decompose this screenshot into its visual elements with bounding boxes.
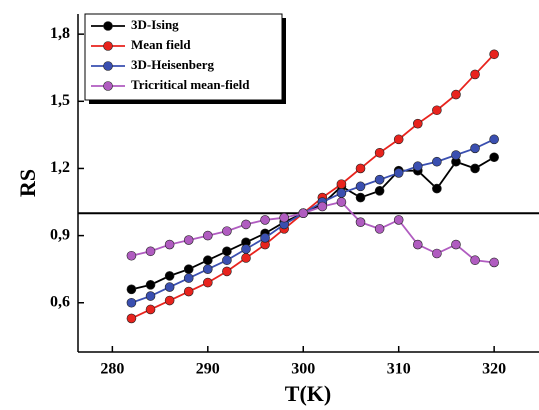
y-tick-label: 1,2	[50, 159, 70, 176]
data-point	[145, 280, 156, 290]
x-tick-label: 280	[100, 361, 124, 378]
data-point	[451, 150, 461, 160]
data-point	[222, 246, 232, 257]
x-tick-label: 300	[291, 361, 315, 378]
data-point	[183, 264, 194, 274]
data-point	[164, 295, 175, 306]
data-point	[203, 230, 213, 241]
data-point	[489, 49, 499, 60]
data-point	[355, 217, 366, 227]
data-point	[336, 197, 347, 207]
data-point	[241, 219, 251, 230]
data-point	[432, 105, 442, 116]
data-point	[470, 143, 480, 154]
data-point	[145, 304, 156, 315]
y-tick-label: 0,6	[50, 293, 70, 310]
legend-label: Mean field	[131, 37, 191, 52]
data-point	[374, 147, 385, 158]
data-point	[432, 156, 442, 167]
data-point	[412, 118, 423, 129]
legend-label: 3D-Ising	[131, 17, 179, 32]
data-point	[260, 215, 270, 225]
data-point	[203, 277, 213, 288]
data-point	[126, 284, 137, 295]
data-point	[203, 255, 213, 266]
data-point	[470, 163, 480, 174]
data-point	[203, 264, 213, 274]
y-tick-label: 1,5	[50, 92, 70, 109]
data-point	[183, 273, 194, 283]
data-point	[336, 179, 347, 189]
data-point	[298, 208, 309, 219]
x-tick-label: 290	[196, 361, 220, 378]
data-point	[489, 257, 499, 268]
data-point	[241, 253, 251, 263]
data-point	[432, 248, 442, 259]
data-point	[241, 244, 251, 254]
x-axis-label: T(K)	[285, 381, 331, 406]
data-point	[412, 161, 423, 172]
x-tick-label: 310	[387, 361, 411, 378]
data-point	[183, 286, 194, 297]
data-point	[393, 134, 404, 145]
y-tick-label: 1,8	[50, 25, 70, 42]
data-point	[164, 282, 175, 292]
legend-label: 3D-Heisenberg	[131, 57, 215, 72]
data-point	[222, 255, 232, 266]
data-point	[145, 246, 156, 257]
data-point	[489, 152, 499, 163]
data-point	[279, 212, 289, 223]
data-point	[222, 266, 232, 277]
data-point	[126, 250, 137, 261]
data-point	[374, 186, 385, 196]
data-point	[355, 181, 366, 192]
data-point	[336, 188, 347, 198]
y-tick-label: 0,9	[50, 226, 70, 243]
y-axis-label: RS	[15, 169, 40, 197]
data-point	[451, 239, 461, 250]
legend-marker	[103, 41, 113, 51]
legend-marker	[103, 21, 113, 31]
data-point	[432, 183, 442, 194]
data-point	[412, 239, 423, 250]
data-point	[126, 313, 137, 324]
data-point	[393, 215, 404, 225]
data-point	[317, 201, 328, 212]
data-point	[145, 291, 156, 301]
data-point	[222, 226, 232, 236]
data-point	[355, 192, 366, 203]
data-point	[451, 89, 461, 100]
legend-label: Tricritical mean-field	[131, 77, 250, 92]
data-point	[260, 233, 270, 243]
x-tick-label: 320	[482, 361, 506, 378]
data-point	[374, 174, 385, 185]
data-point	[183, 235, 194, 245]
data-point	[126, 297, 137, 308]
legend-marker	[103, 81, 113, 91]
data-point	[164, 271, 175, 281]
data-point	[470, 69, 480, 80]
data-point	[164, 239, 175, 250]
data-point	[374, 224, 385, 234]
data-point	[393, 168, 404, 178]
legend-marker	[103, 61, 113, 71]
data-point	[470, 255, 480, 266]
data-point	[489, 134, 499, 145]
data-point	[355, 163, 366, 174]
